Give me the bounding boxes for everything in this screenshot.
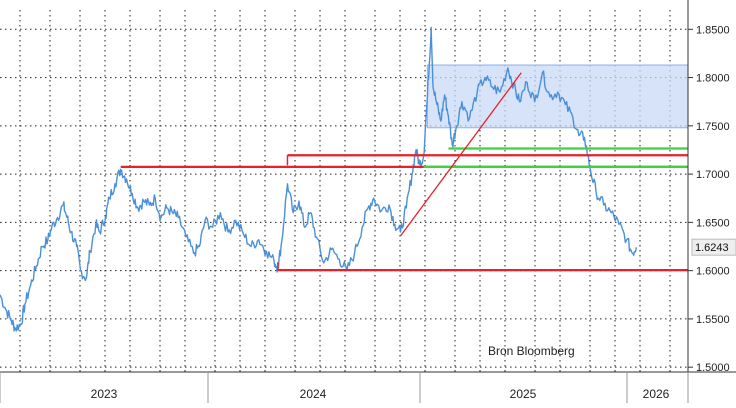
y-tick-label: 1.5000 bbox=[696, 362, 730, 374]
last-value-label: 1.6243 bbox=[695, 242, 729, 254]
y-tick-label: 1.8500 bbox=[696, 24, 730, 36]
y-tick-label: 1.5500 bbox=[696, 314, 730, 326]
range-band bbox=[426, 64, 689, 129]
range-band-rect bbox=[426, 64, 689, 129]
x-tick-label: 2024 bbox=[300, 387, 327, 401]
x-tick-label: 2025 bbox=[510, 387, 537, 401]
y-tick-label: 1.8000 bbox=[696, 73, 730, 85]
trend-line bbox=[400, 72, 522, 237]
y-tick-label: 1.6500 bbox=[696, 217, 730, 229]
x-tick-label: 2023 bbox=[91, 387, 118, 401]
annotation-layer bbox=[120, 72, 688, 272]
y-tick-label: 1.7500 bbox=[696, 121, 730, 133]
last-value-box bbox=[691, 238, 736, 256]
y-tick-label: 1.6000 bbox=[696, 266, 730, 278]
source-note: Bron Bloomberg bbox=[488, 344, 575, 358]
grid bbox=[0, 10, 688, 372]
y-tick-label: 1.7000 bbox=[696, 169, 730, 181]
x-tick-label: 2026 bbox=[643, 387, 670, 401]
